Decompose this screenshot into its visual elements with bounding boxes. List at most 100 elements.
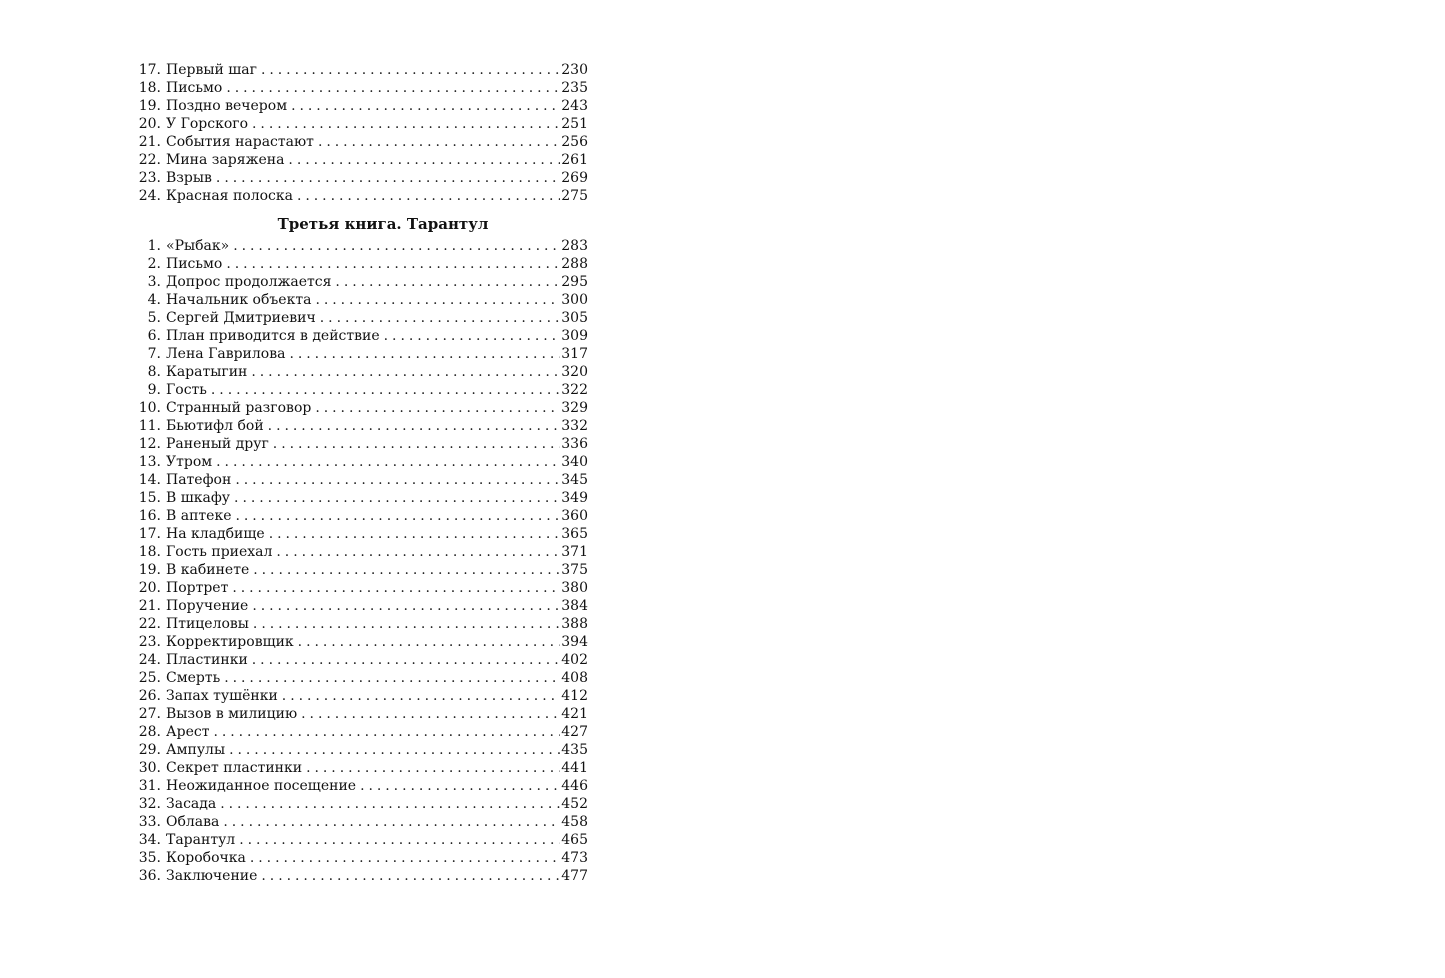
entry-page-number: 269 xyxy=(561,170,588,186)
toc-entry: 33. Облава 458 xyxy=(136,813,588,831)
entry-title: Облава xyxy=(166,814,220,830)
toc-entry: 12. Раненый друг 336 xyxy=(136,435,588,453)
entry-page-number: 332 xyxy=(561,418,588,434)
entry-page-number: 322 xyxy=(561,382,588,398)
entry-page-number: 380 xyxy=(561,580,588,596)
entry-number: 18. xyxy=(138,544,161,560)
toc-entry: 26. Запах тушёнки 412 xyxy=(136,687,588,705)
entry-title: Поздно вечером xyxy=(166,98,288,114)
entry-page-number: 412 xyxy=(561,688,588,704)
entry-number: 21. xyxy=(138,598,161,614)
entry-title: Птицеловы xyxy=(166,616,249,632)
dot-leader xyxy=(229,741,560,759)
entry-page-number: 408 xyxy=(561,670,588,686)
dot-leader xyxy=(216,169,560,187)
entry-page-number: 458 xyxy=(561,814,588,830)
dot-leader xyxy=(234,489,560,507)
dot-leader xyxy=(239,831,560,849)
entry-page-number: 251 xyxy=(561,116,588,132)
toc-entry: 20. Портрет 380 xyxy=(136,579,588,597)
entry-page-number: 446 xyxy=(561,778,588,794)
dot-leader xyxy=(306,759,560,777)
entry-page-number: 421 xyxy=(561,706,588,722)
dot-leader xyxy=(224,669,560,687)
toc-entry: 2. Письмо 288 xyxy=(136,255,588,273)
entry-page-number: 441 xyxy=(561,760,588,776)
entry-number: 4. xyxy=(147,292,161,308)
entry-page-number: 388 xyxy=(561,616,588,632)
entry-title: На кладбище xyxy=(166,526,265,542)
entry-title: Раненый друг xyxy=(166,436,269,452)
toc-entry: 17. На кладбище 365 xyxy=(136,525,588,543)
entry-page-number: 288 xyxy=(561,256,588,272)
entry-number: 36. xyxy=(138,868,161,884)
entry-title: Лена Гаврилова xyxy=(166,346,286,362)
entry-number: 17. xyxy=(138,526,161,542)
entry-title: Патефон xyxy=(166,472,232,488)
dot-leader xyxy=(261,61,560,79)
toc-entry: 18. Гость приехал 371 xyxy=(136,543,588,561)
dot-leader xyxy=(289,345,560,363)
entry-title: Арест xyxy=(166,724,210,740)
toc-entry: 30. Секрет пластинки 441 xyxy=(136,759,588,777)
dot-leader xyxy=(253,615,560,633)
entry-page-number: 305 xyxy=(561,310,588,326)
entry-number: 33. xyxy=(138,814,161,830)
entry-title: Начальник объекта xyxy=(166,292,312,308)
entry-page-number: 295 xyxy=(561,274,588,290)
entry-title: События нарастают xyxy=(166,134,314,150)
entry-number: 20. xyxy=(138,116,161,132)
entry-page-number: 309 xyxy=(561,328,588,344)
toc-entry: 35. Коробочка 473 xyxy=(136,849,588,867)
dot-leader xyxy=(232,579,560,597)
entry-page-number: 256 xyxy=(561,134,588,150)
entry-page-number: 435 xyxy=(561,742,588,758)
dot-leader xyxy=(223,813,560,831)
entry-page-number: 340 xyxy=(561,454,588,470)
entry-page-number: 365 xyxy=(561,526,588,542)
entry-title: Секрет пластинки xyxy=(166,760,303,776)
entry-page-number: 230 xyxy=(561,62,588,78)
entry-title: Заключение xyxy=(166,868,258,884)
entry-number: 15. xyxy=(138,490,161,506)
entry-number: 31. xyxy=(138,778,161,794)
entry-title: Засада xyxy=(166,796,217,812)
toc-entry: 27. Вызов в милицию 421 xyxy=(136,705,588,723)
toc-entry: 4. Начальник объекта 300 xyxy=(136,291,588,309)
entry-title: Утром xyxy=(166,454,213,470)
entry-title: Поручение xyxy=(166,598,249,614)
entry-title: У Горского xyxy=(166,116,249,132)
entry-title: Сергей Дмитриевич xyxy=(166,310,316,326)
entry-page-number: 349 xyxy=(561,490,588,506)
entry-number: 14. xyxy=(138,472,161,488)
entry-page-number: 473 xyxy=(561,850,588,866)
entry-number: 8. xyxy=(147,364,161,380)
dot-leader xyxy=(250,849,560,867)
entry-title: В аптеке xyxy=(166,508,232,524)
entry-title: В кабинете xyxy=(166,562,250,578)
toc-entry: 22. Птицеловы 388 xyxy=(136,615,588,633)
entry-title: Гость xyxy=(166,382,207,398)
entry-number: 29. xyxy=(138,742,161,758)
dot-leader xyxy=(335,273,560,291)
dot-leader xyxy=(251,363,560,381)
dot-leader xyxy=(253,561,560,579)
dot-leader xyxy=(269,525,561,543)
entry-number: 11. xyxy=(138,418,161,434)
toc-entry: 13. Утром 340 xyxy=(136,453,588,471)
entry-number: 23. xyxy=(138,170,161,186)
dot-leader xyxy=(360,777,560,795)
toc-entry: 31. Неожиданное посещение 446 xyxy=(136,777,588,795)
entry-page-number: 371 xyxy=(561,544,588,560)
entry-title: Коробочка xyxy=(166,850,246,866)
entry-number: 34. xyxy=(138,832,161,848)
entry-number: 7. xyxy=(147,346,161,362)
entry-number: 30. xyxy=(138,760,161,776)
toc-entry: 7. Лена Гаврилова 317 xyxy=(136,345,588,363)
dot-leader xyxy=(291,97,560,115)
entry-number: 6. xyxy=(147,328,161,344)
entry-title: Каратыгин xyxy=(166,364,248,380)
entry-page-number: 320 xyxy=(561,364,588,380)
toc-entry: 1. «Рыбак» 283 xyxy=(136,237,588,255)
entry-number: 5. xyxy=(147,310,161,326)
